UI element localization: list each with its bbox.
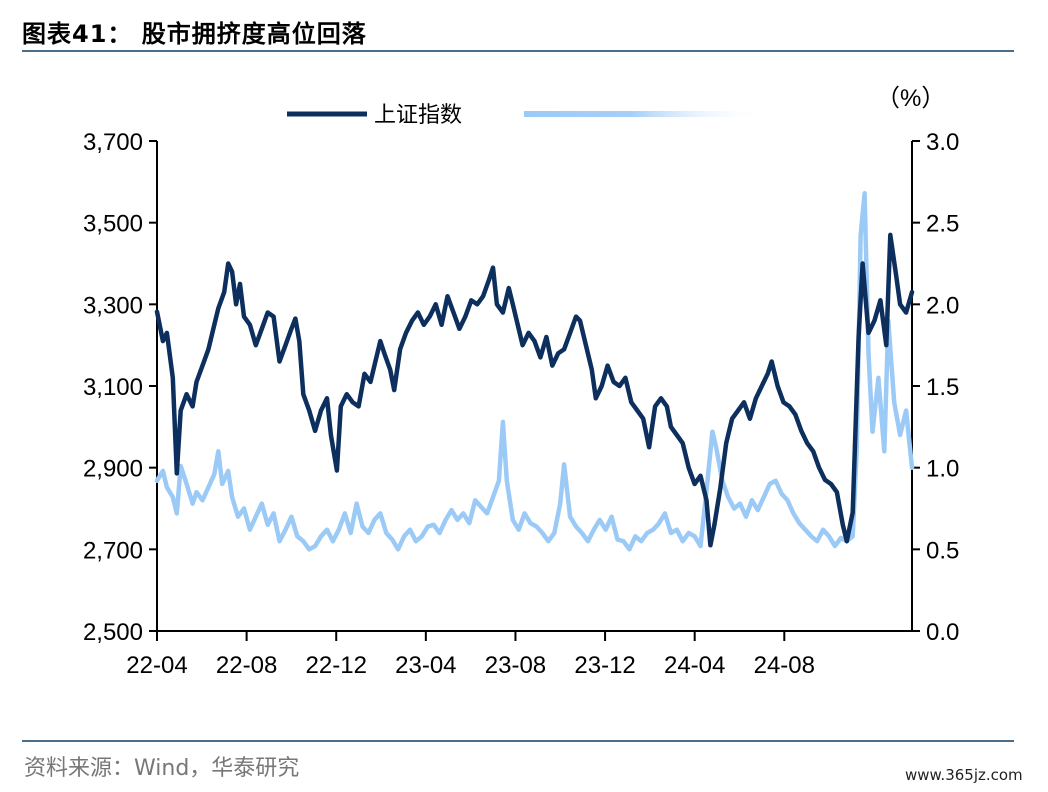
x-tick-label: 24-08 [754, 652, 815, 679]
x-tick-label: 22-12 [306, 652, 367, 679]
x-tick-label: 23-08 [485, 652, 546, 679]
header-rule [22, 50, 1014, 52]
series-line-crowding [154, 191, 915, 552]
left-tick-label: 2,700 [83, 537, 143, 564]
x-tick-label: 23-04 [395, 652, 456, 679]
right-tick-label: 1.5 [926, 374, 959, 401]
legend-swatch-crowding [524, 111, 764, 117]
right-tick-label: 2.0 [926, 292, 959, 319]
chart-title: 图表41： 股市拥挤度高位回落 [22, 20, 367, 48]
right-tick-label: 2.5 [926, 211, 959, 238]
right-tick-label: 1.0 [926, 456, 959, 483]
source-note: 资料来源：Wind，华泰研究 [24, 756, 300, 781]
legend: 上证指数 [287, 103, 764, 128]
left-tick-label: 3,300 [83, 292, 143, 319]
watermark: www.365jz.com [905, 766, 1023, 784]
right-tick-label: 0.5 [926, 537, 959, 564]
right-tick-label: 3.0 [926, 129, 959, 156]
left-tick-label: 2,500 [83, 619, 143, 646]
legend-label-index: 上证指数 [374, 103, 462, 128]
left-tick-label: 3,700 [83, 129, 143, 156]
x-tick-label: 22-04 [126, 652, 187, 679]
x-tick-label: 23-12 [574, 652, 635, 679]
right-tick-label: 0.0 [926, 619, 959, 646]
series-line-shanghai-index [154, 232, 915, 548]
footer-rule [22, 740, 1014, 742]
left-tick-label: 3,100 [83, 374, 143, 401]
x-tick-label: 24-04 [664, 652, 725, 679]
x-tick-label: 22-08 [216, 652, 277, 679]
left-tick-label: 3,500 [83, 211, 143, 238]
left-tick-label: 2,900 [83, 456, 143, 483]
right-axis-unit: （%） [876, 85, 945, 112]
